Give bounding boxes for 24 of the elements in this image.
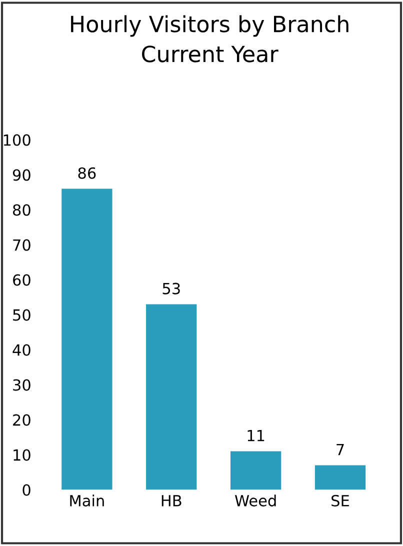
- y-tick-label: 20: [13, 414, 30, 426]
- y-tick-label: 70: [13, 239, 30, 251]
- data-label: 86: [78, 167, 96, 179]
- bar: [314, 465, 366, 490]
- chart-title: Hourly Visitors by Branch Current Year: [71, 15, 348, 62]
- y-tick-label: 0: [22, 484, 30, 496]
- y-tick-label: 40: [12, 344, 30, 356]
- bar: [146, 304, 197, 490]
- x-tick-label: HB: [162, 495, 182, 506]
- y-tick-label: 90: [12, 169, 30, 181]
- x-tick-label: Weed: [234, 494, 276, 506]
- data-label: 53: [162, 282, 180, 294]
- y-tick-label: 60: [13, 274, 30, 286]
- y-tick-label: 100: [4, 134, 30, 146]
- y-tick-label: 80: [13, 204, 30, 216]
- data-label: 7: [336, 444, 344, 456]
- y-tick-label: 30: [13, 379, 30, 391]
- bar: [62, 188, 112, 490]
- bar: [230, 451, 282, 490]
- y-tick-label: 50: [13, 309, 30, 321]
- y-tick-label: 10: [14, 449, 30, 461]
- x-tick-label: SE: [332, 494, 349, 506]
- data-label: 11: [248, 430, 264, 442]
- x-tick-label: Main: [70, 494, 104, 506]
